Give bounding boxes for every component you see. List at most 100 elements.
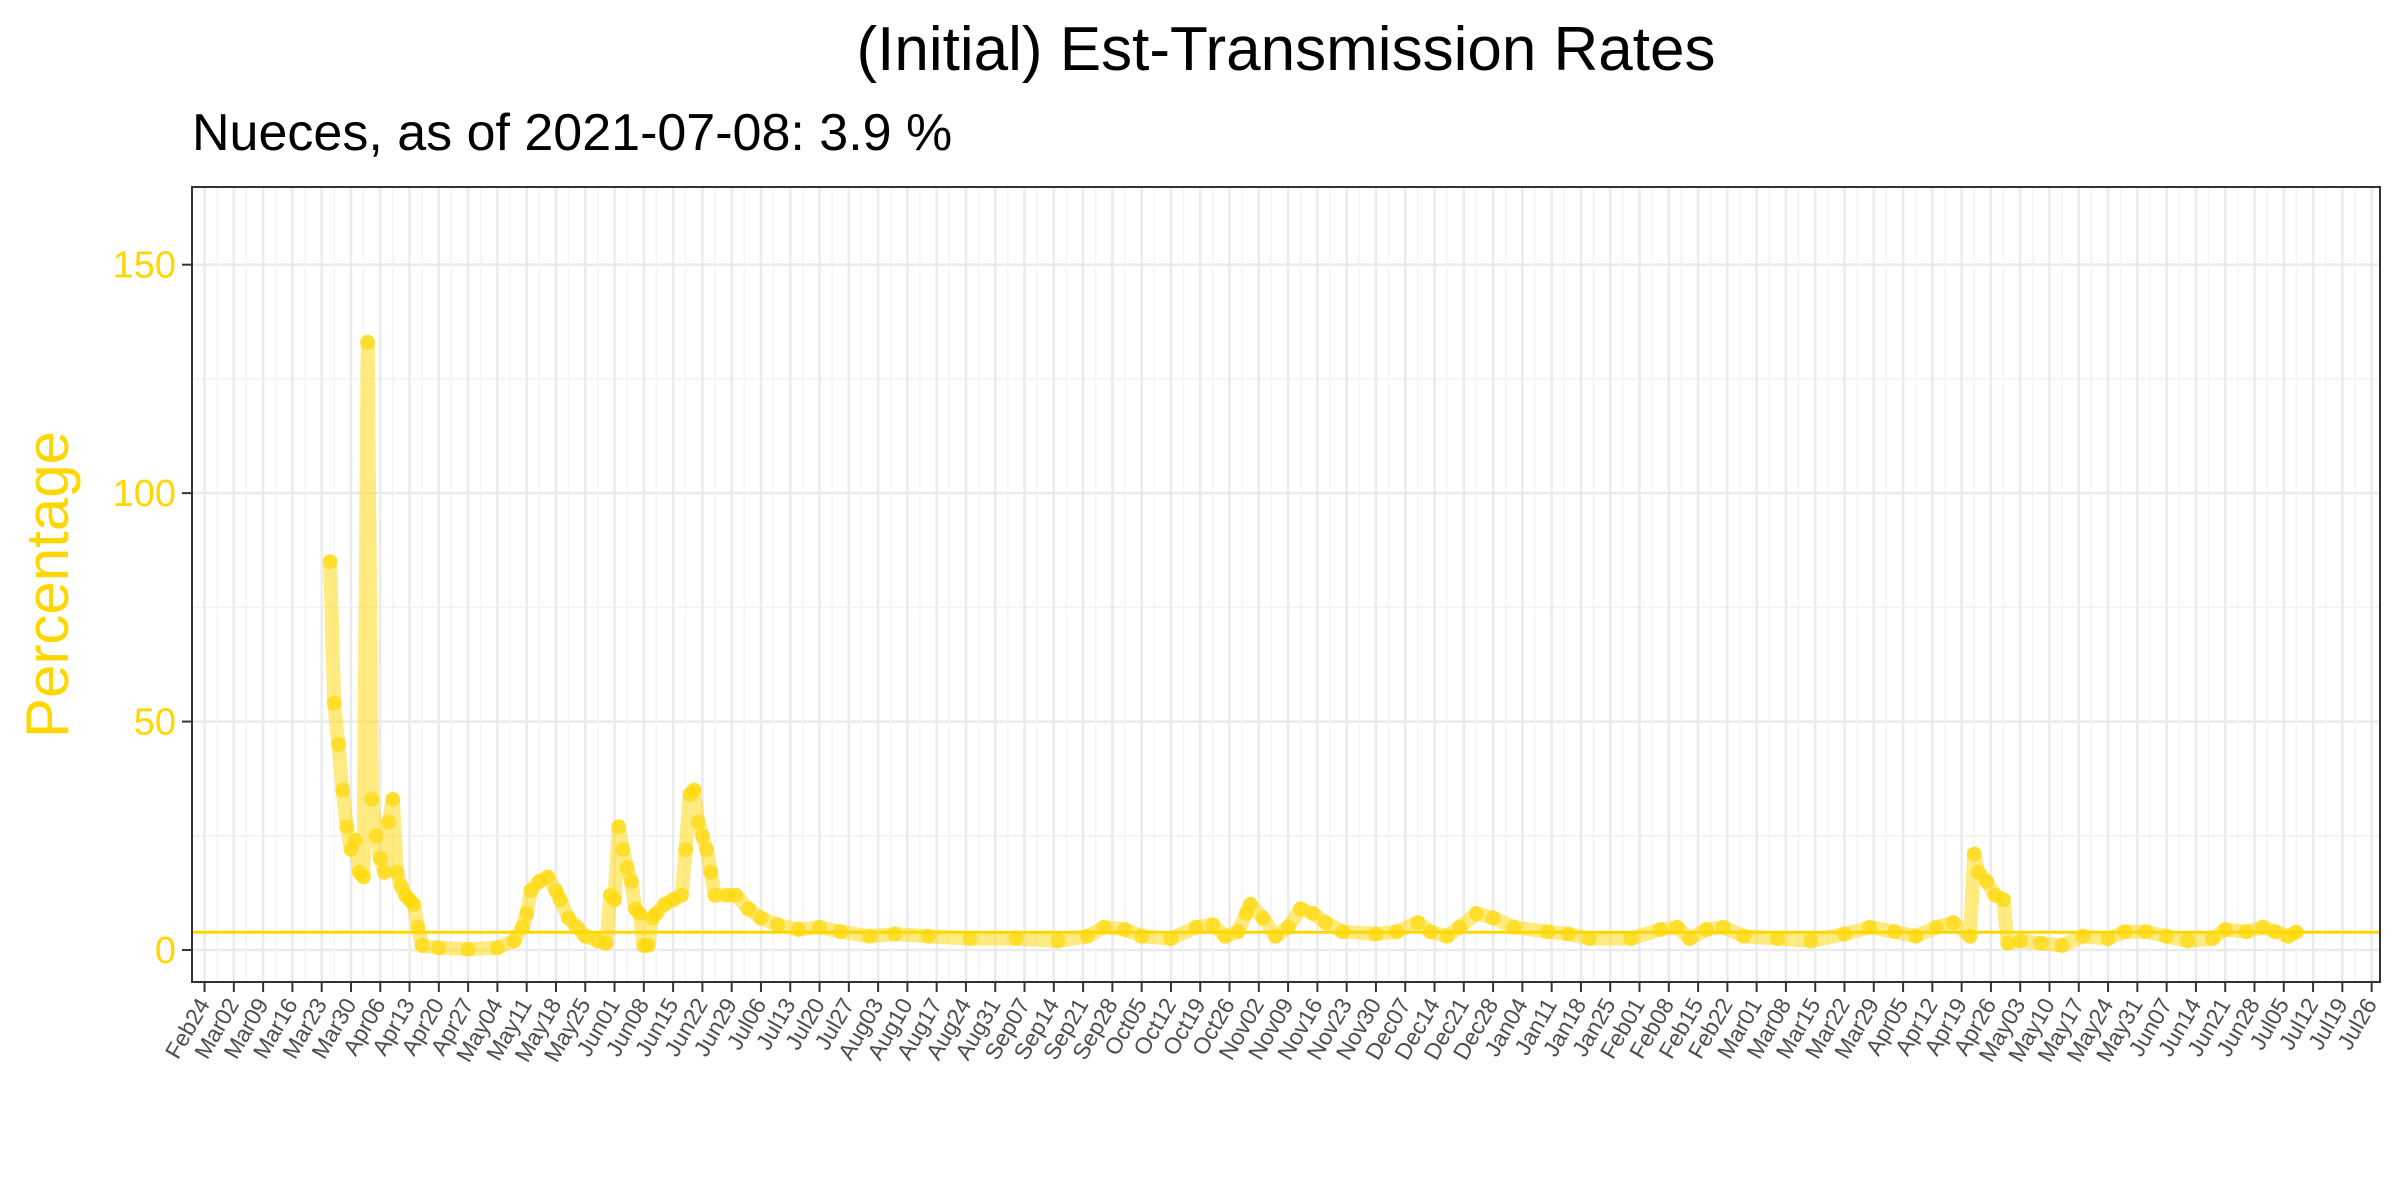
data-point [1506,919,1522,935]
data-point [2267,924,2283,940]
data-point [699,842,715,857]
data-point [1837,926,1852,942]
data-point [640,937,656,953]
data-point [1280,919,1296,935]
data-point [1887,924,1903,940]
data-point [1368,926,1384,942]
data-point [1305,906,1321,921]
data-point [356,869,371,885]
data-point [690,814,706,830]
data-point [1623,931,1639,947]
data-point [2100,931,2116,947]
data-point [2075,928,2091,944]
data-point [623,874,639,889]
y-tick-label: 100 [113,473,176,515]
data-point [1134,928,1150,944]
data-point [1966,846,1982,862]
data-point [1230,924,1246,940]
data-point [1410,915,1426,931]
x-axis: Feb24Mar02Mar09Mar16Mar23Mar30Apr06Apr13… [160,982,2382,1066]
data-point [2159,928,2175,944]
data-point [381,814,397,830]
data-point [632,906,648,921]
data-point [1293,901,1309,917]
data-point [707,887,723,903]
data-point [339,819,355,835]
data-point [611,819,627,835]
data-point [1096,919,1112,935]
data-point [385,791,401,807]
data-point [326,695,342,711]
data-point [2255,919,2271,935]
data-point [1698,922,1714,937]
data-point [372,851,388,867]
data-point [1770,931,1786,947]
data-point [1468,906,1484,921]
data-point [728,887,744,903]
data-series [192,334,2380,957]
data-point [1736,928,1752,944]
data-point [414,937,430,953]
data-point [678,842,694,857]
data-point [540,869,556,885]
y-tick-label: 50 [134,702,176,744]
data-point [489,940,505,956]
data-point [862,928,878,944]
y-axis: 0 50 100 150 [113,245,192,972]
data-point [920,928,936,944]
data-point [1452,919,1468,935]
y-axis-label: Percentage [14,431,81,738]
panel-background [192,187,2380,982]
data-point [791,922,807,937]
data-point [1217,928,1233,944]
data-point [431,940,447,956]
data-point [1485,910,1501,926]
data-point [335,782,351,798]
chart-title: (Initial) Est-Transmission Rates [856,15,1715,84]
data-point [1335,924,1350,940]
data-point [1979,874,1995,889]
data-point [619,860,635,876]
data-point [1682,931,1698,947]
data-point [1803,933,1819,949]
data-point [506,933,522,949]
data-point [1188,919,1204,935]
data-point [2288,924,2304,940]
data-point [2117,924,2133,940]
data-point [1242,896,1258,912]
data-point [686,782,702,798]
data-point [460,941,476,957]
data-point [962,931,978,947]
data-point [1862,919,1878,935]
data-point [1117,922,1133,937]
data-point [703,864,719,880]
data-point [812,919,827,935]
data-point [360,334,376,350]
y-tick-label: 150 [113,245,176,287]
data-point [368,828,384,844]
data-point [519,906,535,921]
data-point [1581,931,1597,947]
data-point [1560,926,1576,942]
data-point [2033,935,2049,951]
data-point [389,864,405,880]
plot-panel [191,186,2381,983]
data-point [1715,919,1731,935]
data-point [2054,937,2070,953]
data-point [694,828,710,844]
data-point [615,842,631,857]
data-point [1996,892,2011,908]
data-point [833,924,848,940]
data-point [376,864,392,880]
data-point [2138,924,2154,940]
chart-subtitle: Nueces, as of 2021-07-08: 3.9 % [192,104,952,162]
data-point [406,896,422,912]
data-point [1422,924,1438,940]
y-tick-label: 0 [155,930,176,972]
data-point [598,935,614,951]
data-point [753,910,769,926]
data-point [674,887,689,903]
panel-border [191,186,2381,983]
data-point [1929,919,1944,935]
